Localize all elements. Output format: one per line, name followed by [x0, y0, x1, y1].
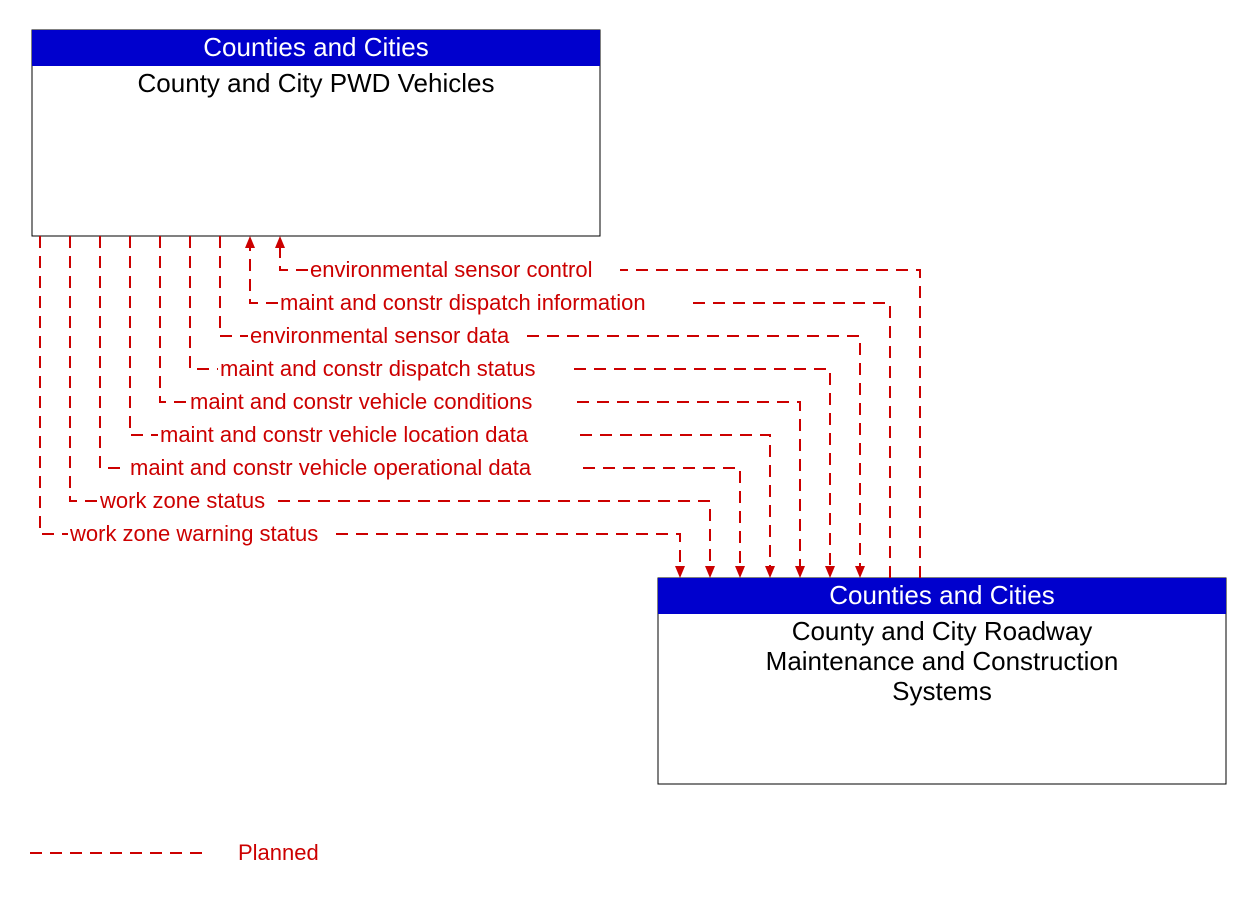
flow-line-right-8 [336, 534, 680, 566]
flow-label-6: maint and constr vehicle operational dat… [130, 455, 532, 480]
flow-line-right-2 [527, 336, 860, 566]
bottom-body-line-2: Systems [892, 676, 992, 706]
top-box: Counties and Cities County and City PWD V… [32, 30, 600, 236]
flow-label-8: work zone warning status [69, 521, 318, 546]
flow-line-left-2 [220, 236, 248, 336]
top-body-line-0: County and City PWD Vehicles [138, 68, 495, 98]
arrow-head [765, 566, 775, 578]
flow-label-4: maint and constr vehicle conditions [190, 389, 532, 414]
flow-line-left-6 [100, 236, 128, 468]
arrow-head [825, 566, 835, 578]
top-header-text: Counties and Cities [203, 32, 428, 62]
bottom-body-line-0: County and City Roadway [792, 616, 1093, 646]
arrow-head [735, 566, 745, 578]
flow-line-right-6 [583, 468, 740, 566]
flow-line-left-4 [160, 236, 188, 402]
flow-label-3: maint and constr dispatch status [220, 356, 536, 381]
bottom-body-line-1: Maintenance and Construction [766, 646, 1119, 676]
flow-line-left-8 [40, 236, 68, 534]
flow-line-left-7 [70, 236, 98, 501]
legend-label: Planned [238, 840, 319, 865]
diagram-canvas: Counties and Cities County and City PWD V… [0, 0, 1252, 897]
arrow-head [245, 236, 255, 248]
arrow-head [855, 566, 865, 578]
bottom-box: Counties and Cities County and City Roadw… [658, 578, 1226, 784]
arrow-head [795, 566, 805, 578]
flow-label-0: environmental sensor control [310, 257, 592, 282]
legend: Planned [30, 840, 319, 865]
flow-line-left-0 [280, 248, 308, 270]
flow-line-right-4 [577, 402, 800, 566]
arrow-head [675, 566, 685, 578]
arrow-head [705, 566, 715, 578]
bottom-header-text: Counties and Cities [829, 580, 1054, 610]
flow-label-7: work zone status [99, 488, 265, 513]
arrow-head [275, 236, 285, 248]
flow-line-left-1 [250, 248, 278, 303]
flow-line-left-5 [130, 236, 158, 435]
flow-line-left-3 [190, 236, 218, 369]
flow-label-1: maint and constr dispatch information [280, 290, 646, 315]
flow-label-5: maint and constr vehicle location data [160, 422, 529, 447]
flow-label-2: environmental sensor data [250, 323, 510, 348]
